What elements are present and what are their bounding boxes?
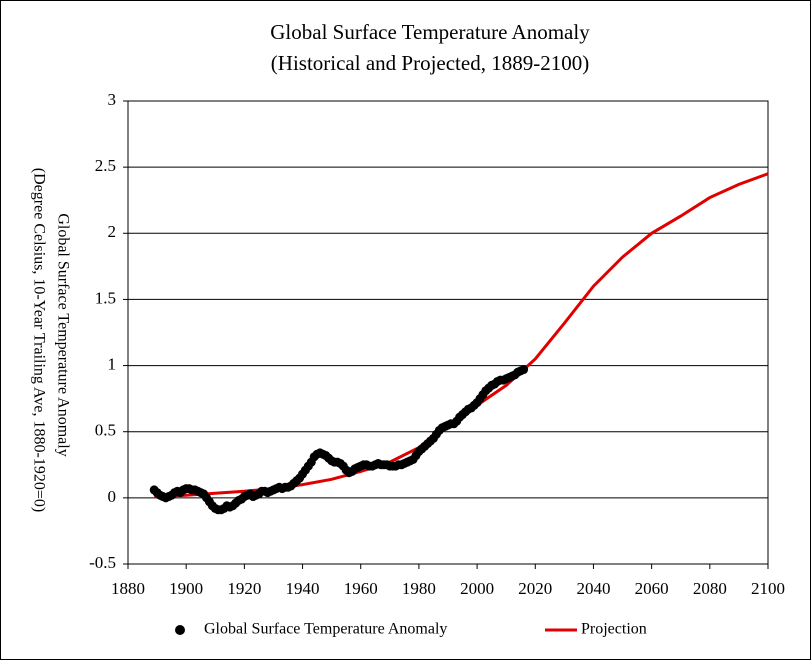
x-tick-label: 2000 <box>460 579 494 598</box>
y-tick-label: 3 <box>108 90 117 109</box>
legend-label: Global Surface Temperature Anomaly <box>204 621 447 638</box>
chart-subtitle: (Historical and Projected, 1889-2100) <box>271 51 589 75</box>
y-tick-label: 1.5 <box>95 288 116 307</box>
x-tick-label: 2080 <box>693 579 727 598</box>
data-point <box>519 365 529 375</box>
x-tick-label: 2100 <box>751 579 785 598</box>
y-axis-label: Global Surface Temperature Anomaly <box>54 213 71 456</box>
y-tick-label: 1 <box>108 354 117 373</box>
plot-area <box>127 100 769 565</box>
y-tick-label: -0.5 <box>89 553 116 572</box>
y-tick-label: 0 <box>108 487 117 506</box>
chart-title: Global Surface Temperature Anomaly <box>270 20 590 44</box>
x-tick-label: 1900 <box>169 579 203 598</box>
x-tick-label: 1940 <box>286 579 320 598</box>
legend-label: Projection <box>581 621 647 638</box>
y-axis-label: (Degree Celsius, 10-Year Trailing Ave, 1… <box>30 168 47 512</box>
x-tick-label: 1960 <box>344 579 378 598</box>
x-tick-label: 2040 <box>576 579 610 598</box>
y-tick-label: 2 <box>108 222 117 241</box>
x-tick-label: 1920 <box>227 579 261 598</box>
y-tick-label: 0.5 <box>95 421 116 440</box>
x-tick-label: 1880 <box>111 579 145 598</box>
x-tick-label: 2020 <box>518 579 552 598</box>
y-tick-label: 2.5 <box>95 156 116 175</box>
x-tick-label: 2060 <box>635 579 669 598</box>
x-tick-label: 1980 <box>402 579 436 598</box>
legend-marker <box>175 625 185 635</box>
